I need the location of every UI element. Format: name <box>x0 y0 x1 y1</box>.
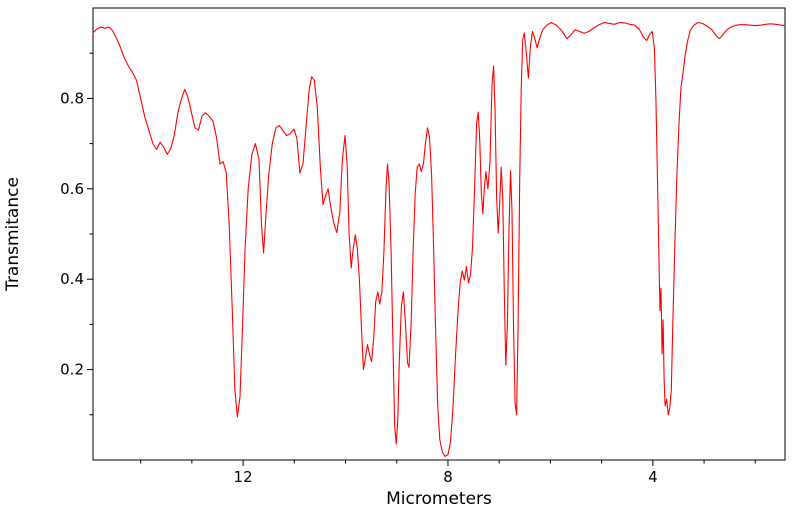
x-tick-label: 12 <box>234 468 253 486</box>
y-tick-label: 0.2 <box>60 361 84 379</box>
x-tick-label: 4 <box>648 468 658 486</box>
y-axis-title: Transmitance <box>3 177 23 292</box>
y-tick-label: 0.6 <box>60 180 84 198</box>
x-axis-title: Micrometers <box>386 489 492 509</box>
plot-frame <box>92 7 786 461</box>
y-tick-label: 0.4 <box>60 270 84 288</box>
plot-generated-layer: 12 8 4 0.2 0.4 0.6 0.8 <box>60 7 786 486</box>
x-tick-label: 8 <box>443 468 453 486</box>
spectrum-line <box>92 21 786 457</box>
y-tick-label: 0.8 <box>60 89 84 107</box>
